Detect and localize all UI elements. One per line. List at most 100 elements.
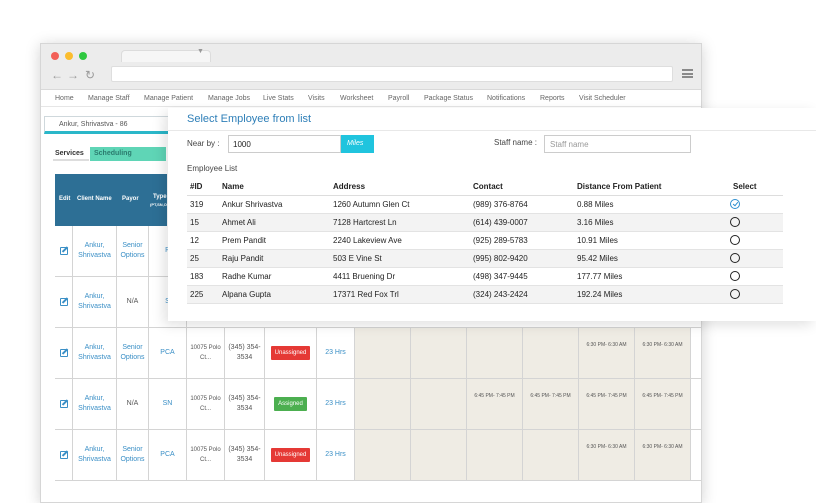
- select-radio-icon[interactable]: [730, 235, 740, 245]
- address-bar[interactable]: [111, 66, 673, 82]
- nav-item-live-stats[interactable]: Live Stats: [263, 95, 294, 102]
- employee-contact: (324) 243-2424: [473, 290, 528, 299]
- nav-item-notifications[interactable]: Notifications: [487, 95, 526, 102]
- select-radio-icon[interactable]: [730, 217, 740, 227]
- client-name-link[interactable]: Ankur, Shrivastva: [73, 430, 117, 480]
- edit-icon[interactable]: [59, 247, 68, 255]
- employee-name: Prem Pandit: [222, 236, 267, 245]
- employee-contact: (614) 439-0007: [473, 218, 528, 227]
- edit-icon[interactable]: [59, 451, 68, 459]
- staff-name-label: Staff name :: [494, 138, 537, 147]
- browser-tab[interactable]: [121, 50, 211, 62]
- day-cell: 6:30 PM- 6:30 AM: [579, 328, 635, 378]
- selected-radio-icon[interactable]: [730, 199, 740, 209]
- reload-icon[interactable]: ↻: [85, 68, 96, 82]
- client-name-link[interactable]: Ankur, Shrivastva: [73, 328, 117, 378]
- nav-item-visit-scheduler[interactable]: Visit Scheduler: [579, 95, 626, 102]
- nav-item-worksheet[interactable]: Worksheet: [340, 95, 374, 102]
- hours-cell: 23 Hrs: [317, 328, 355, 378]
- nav-item-manage-patient[interactable]: Manage Patient: [144, 95, 194, 102]
- type-cell: SN: [149, 379, 187, 429]
- employee-contact: (989) 376-8764: [473, 200, 528, 209]
- column-header-id: #ID: [190, 182, 203, 191]
- tab-scheduling[interactable]: Scheduling: [90, 147, 166, 161]
- employee-row[interactable]: 183 Radhe Kumar 4411 Bruening Dr (498) 347-…: [187, 268, 783, 286]
- visit-time[interactable]: 6:45 PM- 7:45 PM: [530, 393, 571, 399]
- employee-list-label: Employee List: [187, 164, 238, 173]
- employee-distance: 192.24 Miles: [577, 290, 623, 299]
- nav-item-manage-jobs[interactable]: Manage Jobs: [208, 95, 251, 102]
- header-client-name: Client Name: [77, 196, 112, 202]
- employee-distance: 0.88 Miles: [577, 200, 614, 209]
- nav-item-payroll[interactable]: Payroll: [388, 95, 410, 102]
- back-arrow-icon[interactable]: ←: [51, 68, 63, 82]
- employee-row[interactable]: 12 Prem Pandit 2240 Lakeview Ave (925) 289-…: [187, 232, 783, 250]
- staff-name-input[interactable]: Staff name: [544, 135, 691, 153]
- edit-icon[interactable]: [59, 298, 68, 306]
- forward-arrow-icon[interactable]: →: [67, 68, 79, 82]
- visit-time[interactable]: 6:30 PM- 6:30 AM: [586, 444, 627, 450]
- maximize-dot-icon[interactable]: [79, 52, 87, 60]
- employee-address: 4411 Bruening Dr: [333, 272, 396, 281]
- nav-item-visits[interactable]: Visits: [308, 95, 325, 102]
- day-cell: [467, 430, 523, 480]
- visit-time[interactable]: 6:30 PM- 6:30 AM: [642, 342, 683, 348]
- employee-row[interactable]: 225 Alpana Gupta 17371 Red Fox Trl (324) 24…: [187, 286, 783, 304]
- column-header-contact: Contact: [473, 182, 503, 191]
- phone-cell: (345) 354-3534: [225, 328, 265, 378]
- edit-cell: [55, 277, 73, 327]
- browser-chrome: ▼ ← → ↻: [41, 44, 701, 90]
- grid-header: Edit Client Name Payor Type (PT,SN,OT): [55, 174, 171, 226]
- select-radio-icon[interactable]: [730, 289, 740, 299]
- employee-row[interactable]: 25 Raju Pandit 503 E Vine St (995) 802-9420…: [187, 250, 783, 268]
- patient-name-bar: Ankur, Shrivastva - 86: [44, 116, 174, 134]
- nav-item-package-status[interactable]: Package Status: [424, 95, 474, 102]
- employee-contact: (498) 347-9445: [473, 272, 528, 281]
- select-radio-icon[interactable]: [730, 253, 740, 263]
- near-by-label: Near by :: [187, 139, 220, 148]
- client-name-link[interactable]: Ankur, Shrivastva: [73, 277, 117, 327]
- day-cell: [467, 328, 523, 378]
- column-header-distance-from-patient: Distance From Patient: [577, 182, 662, 191]
- employee-row[interactable]: 15 Ahmet Ali 7128 Hartcrest Ln (614) 439-00…: [187, 214, 783, 232]
- client-name-link[interactable]: Ankur, Shrivastva: [73, 226, 117, 276]
- employee-distance: 95.42 Miles: [577, 254, 618, 263]
- employee-id: 12: [190, 236, 199, 245]
- status-badge: Unassigned: [270, 346, 311, 360]
- edit-icon[interactable]: [59, 349, 68, 357]
- status-cell: Assigned: [265, 379, 317, 429]
- close-dot-icon[interactable]: [51, 52, 59, 60]
- select-radio-icon[interactable]: [730, 271, 740, 281]
- visit-time[interactable]: 6:30 PM- 6:30 AM: [586, 342, 627, 348]
- employee-address: 503 E Vine St: [333, 254, 382, 263]
- employee-id: 183: [190, 272, 204, 281]
- day-cell: [411, 379, 467, 429]
- near-by-input[interactable]: 1000: [228, 135, 341, 153]
- hours-cell: 23 Hrs: [317, 430, 355, 480]
- visit-time[interactable]: 6:45 PM- 7:45 PM: [474, 393, 515, 399]
- header-type: Type: [153, 194, 167, 200]
- visit-time[interactable]: 6:30 PM- 6:30 AM: [642, 444, 683, 450]
- table-row: Ankur, Shrivastva Senior Options PCA 10075 …: [55, 328, 701, 379]
- day-cell: [355, 328, 411, 378]
- nav-item-home[interactable]: Home: [55, 95, 74, 102]
- tab-services[interactable]: Services: [53, 147, 89, 161]
- nav-item-reports[interactable]: Reports: [540, 95, 565, 102]
- employee-contact: (995) 802-9420: [473, 254, 528, 263]
- address-cell: 10075 Polo Ct...: [187, 328, 225, 378]
- edit-icon[interactable]: [59, 400, 68, 408]
- employee-row[interactable]: 319 Ankur Shrivastva 1260 Autumn Glen Ct (9…: [187, 196, 783, 214]
- nav-item-manage-staff[interactable]: Manage Staff: [88, 95, 130, 102]
- hamburger-menu-icon[interactable]: [682, 69, 693, 78]
- visit-time[interactable]: 6:45 PM- 7:45 PM: [586, 393, 627, 399]
- miles-button[interactable]: Miles: [341, 135, 374, 153]
- day-cell: [523, 430, 579, 480]
- status-badge: Unassigned: [270, 448, 311, 462]
- select-employee-modal: Select Employee from list Near by : 1000…: [168, 108, 816, 321]
- client-name-link[interactable]: Ankur, Shrivastva: [73, 379, 117, 429]
- day-cell: [523, 328, 579, 378]
- visit-time[interactable]: 6:45 PM- 7:45 PM: [642, 393, 683, 399]
- patient-name: Ankur, Shrivastva - 86: [59, 121, 128, 128]
- status-badge: Assigned: [274, 397, 307, 411]
- minimize-dot-icon[interactable]: [65, 52, 73, 60]
